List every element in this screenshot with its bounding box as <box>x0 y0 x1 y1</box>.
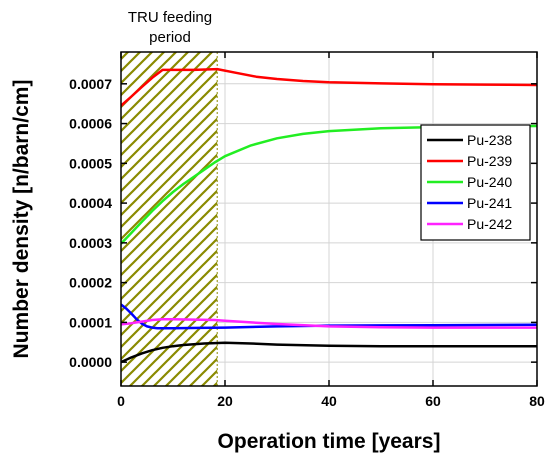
series-line-pu-239 <box>121 67 537 107</box>
feeding-period-region <box>121 52 218 386</box>
y-tick-label: 0.0000 <box>69 354 112 370</box>
legend-label: Pu-240 <box>467 174 512 190</box>
series-lines <box>121 67 537 364</box>
legend-label: Pu-238 <box>467 132 512 148</box>
legend-label: Pu-241 <box>467 195 512 211</box>
y-axis-title: Number density [n/barn/cm] <box>10 80 33 359</box>
y-tick-label: 0.0005 <box>69 155 112 171</box>
x-tick-label: 40 <box>321 393 337 409</box>
y-tick-label: 0.0002 <box>69 275 112 291</box>
y-tick-label: 0.0004 <box>69 195 112 211</box>
series-line-pu-240 <box>121 124 537 245</box>
series-line-pu-242 <box>121 317 537 329</box>
axis-ticks: 0 20 40 60 80 0.0000 0.0001 0.0002 0.0003 0.0004 0… <box>69 52 545 409</box>
feeding-period-hatch <box>121 52 218 386</box>
annotation-label-line1: TRU feeding <box>128 9 212 26</box>
x-axis-title: Operation time [years] <box>218 430 441 453</box>
x-tick-label: 20 <box>217 393 233 409</box>
y-tick-label: 0.0007 <box>69 76 112 92</box>
y-tick-label: 0.0001 <box>69 314 112 330</box>
x-tick-label: 60 <box>425 393 441 409</box>
legend-label: Pu-242 <box>467 216 512 232</box>
legend-label: Pu-239 <box>467 153 512 169</box>
x-tick-label: 0 <box>117 393 125 409</box>
y-tick-label: 0.0006 <box>69 116 112 132</box>
y-tick-label: 0.0003 <box>69 235 112 251</box>
series-line-pu-238 <box>121 341 537 364</box>
x-tick-label: 80 <box>529 393 545 409</box>
annotation-label-line2: period <box>149 29 191 46</box>
legend: Pu-238 Pu-239 Pu-240 Pu-241 Pu-242 <box>420 124 531 241</box>
